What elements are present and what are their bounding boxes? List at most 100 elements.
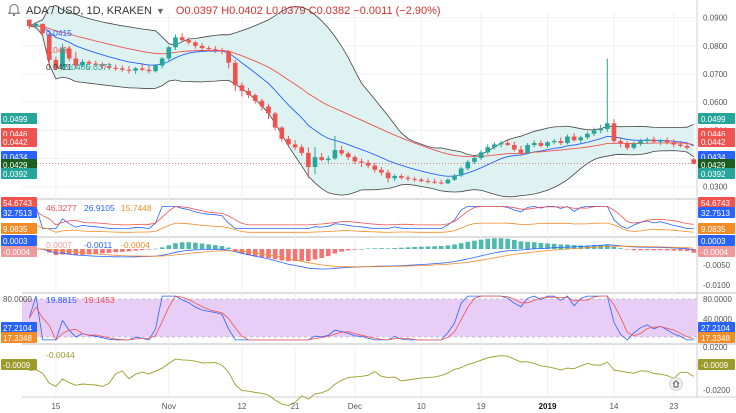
macd-histogram-bar [312,249,318,260]
price-right-badge-bg [698,168,735,179]
candle-body [133,68,138,71]
candle-body [571,136,577,141]
candle-body [292,144,298,148]
time-tick-label: 2019 [539,402,557,411]
time-tick-label: 19 [477,402,486,411]
rsi-legend-value: 19.1453 [84,295,115,305]
macd-histogram-bar [292,249,298,262]
candle-body [166,47,172,59]
macd-histogram-bar [638,249,643,251]
home-icon[interactable] [669,377,683,391]
stoch-left-badge-bg [1,197,37,208]
stoch-right-badge-bg [698,223,735,234]
macd-histogram-bar [299,249,305,261]
time-tick-label: 14 [610,402,619,411]
macd-histogram-bar [279,249,285,261]
time-tick-label: Dec [348,402,362,411]
macd-histogram-bar [385,248,391,249]
candle-body [232,62,238,86]
macd-histogram-bar [319,249,324,258]
macd-histogram-bar [658,249,663,251]
macd-histogram-bar [146,249,152,250]
rsi-left-tick-label: 80.0000 [3,295,32,304]
macd-histogram-bar [558,244,564,249]
candle-body [485,147,491,153]
macd-left-badge-bg [1,235,37,246]
macd-histogram-bar [80,249,85,255]
candle-body [385,172,391,179]
macd-histogram-bar [644,249,650,251]
candle-body [126,69,132,71]
macd-histogram-bar [159,247,165,249]
stoch-left-badge: 54.6743 [3,199,32,208]
bollinger-lower-line [29,25,694,198]
candle-body [591,130,597,134]
candle-body [691,159,697,164]
macd-histogram-bar [412,246,417,249]
rsi-d-line [28,295,694,341]
macd-histogram-bar [684,249,690,252]
rsi-band-fill [22,299,697,337]
stoch-d-line [29,205,694,226]
candle-body [40,23,45,34]
macd-histogram-bar [53,249,59,256]
candle-body [671,142,677,145]
symbol-title[interactable]: ADA / USD, 1D, KRAKEN [26,5,152,17]
macd-histogram-bar [332,249,338,254]
macd-histogram-bar [465,241,471,249]
rsi-right-badge: 17.3348 [701,334,730,343]
candle-body [379,169,384,173]
candle-body [173,37,178,48]
candle-body [186,40,192,43]
candle-body [206,48,212,50]
macd-histogram-bar [219,245,225,249]
macd-tick-label: -0.0050 [703,261,731,270]
candle-body [372,165,378,170]
price-left-badge-bg [1,136,37,147]
macd-histogram-bar [578,245,584,249]
price-left-badge: 0.0446 [3,130,28,139]
macd-histogram-bar [671,249,677,251]
rsi-right-badge-bg [698,322,735,333]
price-right-badge: 0.0392 [701,170,726,179]
candle-body [392,176,398,179]
stoch-legend-value: 15.7448 [121,203,152,213]
price-right-badge: 0.0446 [701,130,726,139]
macd-left-badge-bg [1,246,37,257]
candle-body [412,178,417,180]
macd-histogram-bar [525,241,530,249]
macd-histogram-bar [186,242,192,249]
candle-body [525,145,530,153]
macd-histogram-bar [259,249,265,258]
macd-right-badge-bg [698,235,735,246]
candle-body [100,64,105,67]
candle-body [179,37,185,41]
candle-body [664,140,670,143]
chevron-down-icon[interactable]: ▼ [155,6,165,16]
candle-body [312,157,318,167]
candle-body [199,45,205,49]
candle-body [518,149,524,153]
rsi-left-badge-bg [1,322,37,333]
time-tick-label: Nov [162,402,176,411]
stoch-right-badge: 32.7513 [701,209,730,218]
macd-histogram-bar [518,241,524,249]
macd-histogram-bar [551,243,557,249]
candle-body [219,50,225,52]
macd-right-badge: 0.0003 [701,237,726,246]
candle-body [93,63,99,65]
stoch-left-badge-bg [1,223,37,234]
macd-histogram-bar [286,249,291,262]
open-value: O0.0397 [175,5,219,17]
candle-body [359,161,364,163]
price-legend-value: 0.0431 [46,45,72,55]
momentum-line [29,355,694,406]
macd-histogram-bar [133,249,138,251]
stoch-right-badge: 54.6743 [701,199,730,208]
macd-histogram-bar [678,249,683,251]
momentum-right-badge-bg [698,359,735,370]
macd-histogram-bar [100,249,105,254]
candle-body [565,136,570,144]
bell-icon[interactable] [7,3,21,17]
